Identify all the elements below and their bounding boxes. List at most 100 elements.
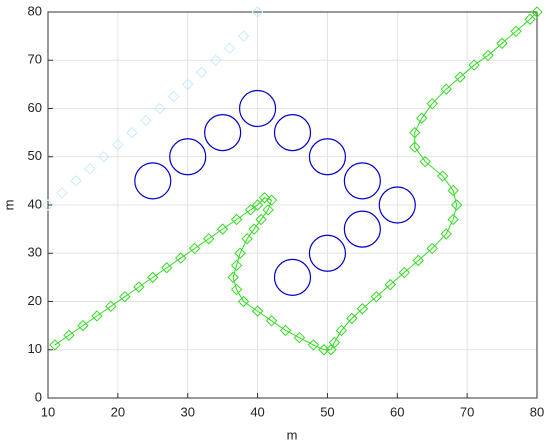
diamond-marker [447, 184, 459, 197]
diamond-marker [161, 262, 173, 274]
diamond-marker [195, 66, 208, 79]
diamond-marker [56, 187, 68, 199]
obstacle [308, 234, 347, 272]
diamond-marker [450, 199, 463, 211]
axes-frame [47, 11, 538, 399]
diamond-marker [356, 303, 369, 315]
diamond-marker [244, 204, 257, 216]
diamond-marker [412, 254, 424, 267]
y-tick-label: 30 [28, 245, 42, 260]
x-axis-label: m [287, 427, 298, 442]
y-tick-label: 70 [28, 52, 42, 67]
diamond-marker [482, 49, 494, 62]
y-tick-label: 20 [28, 293, 42, 308]
obstacle [134, 162, 172, 200]
diamond-marker [227, 271, 239, 284]
diamond-marker [241, 233, 253, 245]
diamond-marker [468, 59, 480, 71]
diamond-marker [409, 141, 421, 153]
y-tick-label: 50 [28, 148, 42, 163]
diamond-marker [175, 252, 187, 264]
diamond-marker [307, 339, 320, 351]
x-tick-label: 80 [530, 404, 544, 419]
diamond-marker [202, 233, 215, 245]
diamond-marker [426, 97, 438, 110]
diamond-marker [454, 71, 466, 83]
diamond-marker [279, 324, 292, 337]
diamond-marker [91, 310, 103, 322]
diamond-marker [416, 112, 428, 124]
y-axis-label: m [1, 200, 16, 211]
diamond-marker [230, 283, 243, 296]
diamond-marker [77, 319, 89, 332]
diamond-marker [188, 242, 201, 255]
diamond-marker [398, 266, 410, 279]
obstacle [273, 258, 312, 296]
diamond-marker [293, 331, 306, 344]
diamond-marker [140, 114, 152, 127]
x-tick-label: 60 [390, 404, 404, 419]
diamond-marker [251, 6, 264, 18]
x-tick-label: 50 [320, 404, 334, 419]
diamond-marker [119, 290, 131, 303]
diamond-marker [237, 30, 250, 42]
diamond-marker [248, 223, 260, 235]
x-tick-label: 40 [250, 404, 264, 419]
diamond-marker [209, 54, 222, 66]
diamond-marker [531, 6, 543, 18]
diamond-marker [133, 281, 145, 293]
obstacle [273, 114, 312, 152]
diamond-marker [346, 312, 358, 325]
diamond-marker [440, 228, 452, 240]
diamond-marker [126, 126, 138, 139]
diamond-marker [105, 300, 117, 313]
y-tick-label: 10 [28, 341, 42, 356]
obstacle [378, 186, 416, 224]
diamond-marker [436, 170, 449, 182]
obstacle [204, 114, 242, 152]
diamond-marker [182, 78, 194, 91]
diamond-marker [409, 126, 421, 139]
diamond-marker [154, 102, 166, 115]
diamond-marker [237, 295, 250, 308]
obstacle [238, 89, 277, 128]
diamond-marker [447, 213, 459, 226]
diamond-marker [70, 175, 82, 187]
diamond-marker [370, 290, 383, 303]
diamond-marker [325, 344, 337, 356]
obstacle [343, 210, 381, 248]
diamond-marker [223, 42, 236, 54]
diamond-marker [251, 305, 264, 317]
diamond-marker [440, 83, 452, 95]
diamond-marker [510, 25, 522, 38]
obstacle [169, 138, 207, 176]
x-tick-label: 20 [111, 404, 125, 419]
obstacle [343, 162, 381, 200]
path-line [54, 11, 538, 351]
diamond-marker [230, 213, 243, 226]
diamond-marker [42, 199, 54, 211]
diamond-marker [216, 223, 229, 235]
diamond-marker [251, 199, 264, 211]
y-tick-label: 60 [28, 100, 42, 115]
x-tick-label: 70 [460, 404, 474, 419]
diamond-marker [49, 339, 61, 351]
diamond-marker [328, 336, 341, 349]
y-tick-label: 0 [35, 389, 42, 404]
diamond-marker [496, 37, 508, 50]
x-tick-label: 10 [41, 404, 55, 419]
diamond-marker [255, 213, 267, 226]
diamond-marker [384, 278, 397, 291]
diamond-marker [426, 242, 438, 255]
diamond-marker [234, 247, 246, 259]
diamond-marker [147, 271, 159, 284]
diamond-marker [265, 315, 278, 327]
diamond-marker [63, 329, 75, 341]
diamond-marker [258, 192, 271, 204]
diamond-marker [419, 155, 431, 168]
diamond-marker [98, 151, 110, 163]
diamond-marker [524, 13, 536, 25]
x-tick-label: 30 [180, 404, 194, 419]
y-tick-label: 80 [28, 3, 42, 18]
